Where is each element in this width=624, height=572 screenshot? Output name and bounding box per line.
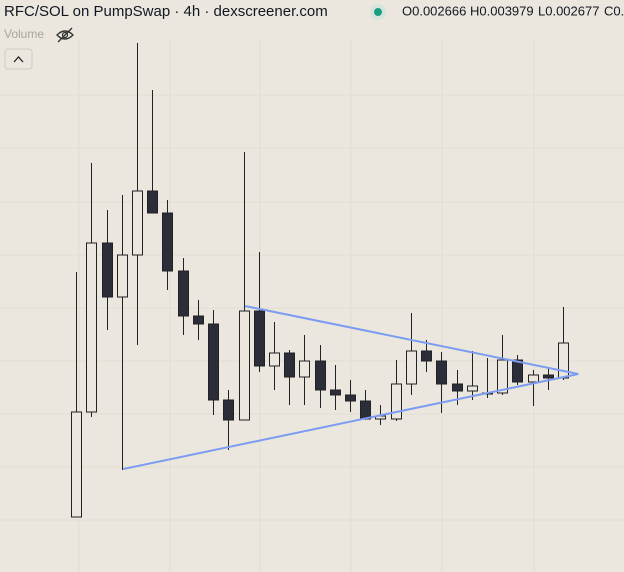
candle-body [452, 383, 463, 392]
candle-body [391, 383, 402, 420]
candle-body [117, 254, 128, 298]
candle-body [178, 270, 189, 317]
candle-body [162, 212, 173, 272]
grid [0, 40, 624, 572]
trendline [244, 305, 579, 375]
candle-body [132, 190, 143, 256]
candle-body [147, 190, 158, 214]
candle-body [330, 389, 341, 396]
ohlc-close: C0. [604, 3, 624, 18]
candle-body [193, 315, 204, 325]
hide-icon[interactable] [56, 27, 74, 43]
candle-body [223, 399, 234, 421]
candle-body [269, 352, 280, 367]
trendline [123, 373, 579, 470]
candle-body [421, 350, 432, 362]
candle-body [406, 350, 417, 385]
eye-slash [57, 27, 73, 43]
status-dot [374, 8, 382, 16]
candle-body [315, 360, 326, 391]
button-box [4, 48, 33, 70]
ohlc-open: O0.002666 [402, 3, 466, 18]
candle-body [528, 374, 539, 383]
candle-body [239, 310, 250, 421]
candle-body [284, 352, 295, 378]
candle-body [558, 342, 569, 379]
candle-body [299, 360, 310, 378]
eye-pupil [61, 31, 69, 39]
candle-body [86, 242, 97, 413]
candle-body [360, 400, 371, 420]
candle-body [467, 385, 478, 392]
chevron [13, 56, 24, 63]
ohlc-high: H0.003979 [470, 3, 534, 18]
candle-body [512, 359, 523, 383]
volume-label: Volume [4, 27, 44, 41]
candle-body [436, 360, 447, 385]
collapse-button[interactable] [4, 48, 33, 70]
candle-body [543, 374, 554, 379]
chart-title: RFC/SOL on PumpSwap · 4h · dexscreener.c… [4, 3, 328, 20]
candle-body [345, 394, 356, 402]
candle-body [71, 411, 82, 518]
candle-body [254, 310, 265, 367]
ohlc-low: L0.002677 [538, 3, 599, 18]
candle-body [102, 242, 113, 298]
candle-body [497, 359, 508, 394]
candle-body [208, 323, 219, 401]
